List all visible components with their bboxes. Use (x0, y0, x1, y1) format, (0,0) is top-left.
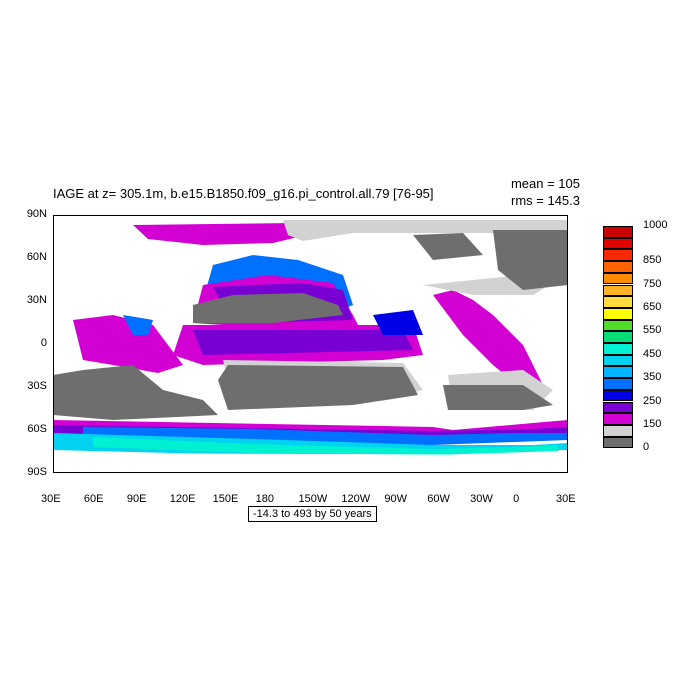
eqpac-blue (373, 310, 423, 335)
map-svg (53, 215, 568, 473)
nind-magenta (73, 315, 183, 373)
colorbar-cell (603, 284, 633, 297)
stats-box: mean = 105 rms = 145.3 (511, 175, 580, 209)
colorbar-cell (603, 307, 633, 320)
plot-frame (53, 215, 568, 473)
lon-tick-label: 60E (83, 493, 104, 505)
lon-tick-label: 90E (126, 493, 147, 505)
colorbar-cell (603, 413, 633, 425)
colorbar-cell (603, 343, 633, 355)
lat-tick-label: 30N (26, 294, 47, 306)
colorbar-cell (603, 296, 633, 308)
spac-gray-old (218, 365, 418, 410)
sind-gray-old (53, 365, 218, 420)
lon-tick-label: 30E (41, 493, 61, 505)
lat-tick-label: 90N (26, 208, 47, 220)
southern-aqua (93, 437, 558, 455)
rms-value: rms = 145.3 (510, 193, 580, 208)
colorbar-cell (603, 261, 633, 273)
lat-tick-label: 60N (26, 251, 47, 263)
contour-range-label: -14.3 to 493 by 50 years (248, 506, 377, 522)
colorbar-label: 150 (643, 417, 662, 430)
colorbar-cell (603, 378, 633, 390)
colorbar-label: 350 (643, 371, 662, 384)
colorbar-label: 850 (643, 254, 662, 267)
lon-tick-label: 180 (255, 493, 274, 505)
colorbar-label: 550 (643, 324, 662, 337)
natl-magenta (433, 290, 543, 390)
colorbar-cell (603, 249, 633, 262)
colorbar-cell (603, 354, 633, 367)
lat-tick-label: 0 (40, 337, 47, 349)
colorbar-label: 450 (643, 347, 662, 360)
plot-title: IAGE at z= 305.1m, b.e15.B1850.f09_g16.p… (53, 186, 434, 201)
colorbar-cell (603, 331, 633, 343)
map-plot (53, 215, 568, 473)
colorbar-cell (603, 319, 633, 332)
arctic-magenta (133, 223, 298, 245)
lon-tick-label: 60W (427, 493, 450, 505)
npac-gray-old (193, 293, 343, 323)
eqpac-purple (193, 330, 413, 355)
mean-value: mean = 105 (510, 176, 580, 191)
lon-tick-label: 150W (298, 493, 328, 505)
colorbar-cell (603, 401, 633, 414)
colorbar-cell (603, 226, 633, 238)
colorbar-cell (603, 237, 633, 250)
lon-tick-label: 0 (513, 493, 520, 505)
lon-tick-label: 90W (384, 493, 407, 505)
lat-tick-label: 30S (27, 380, 47, 392)
nordic-gray-old (413, 233, 483, 260)
colorbar-label: 0 (643, 441, 650, 454)
colorbar-cell (603, 366, 633, 379)
nind-azure (123, 315, 153, 335)
lon-tick-label: 120E (169, 493, 196, 505)
lon-tick-label: 30E (556, 493, 576, 505)
colorbar-label: 250 (643, 394, 662, 407)
satl-gray-old (443, 385, 553, 410)
colorbar-label: 650 (643, 300, 662, 313)
colorbar-cell (603, 389, 633, 402)
colorbar-label: 1000 (643, 219, 668, 231)
barents-gray-old (493, 230, 568, 290)
antarctica-land (53, 453, 568, 473)
lon-tick-label: 120W (341, 493, 371, 505)
arctic-gray (283, 220, 568, 241)
colorbar-cell (603, 424, 633, 437)
lat-tick-label: 60S (27, 423, 47, 435)
colorbar-cell (603, 272, 633, 285)
lat-tick-label: 90S (27, 466, 47, 478)
colorbar-cell (603, 436, 633, 449)
colorbar-label: 750 (643, 277, 662, 290)
lon-tick-label: 150E (212, 493, 239, 505)
lon-tick-label: 30W (470, 493, 493, 505)
